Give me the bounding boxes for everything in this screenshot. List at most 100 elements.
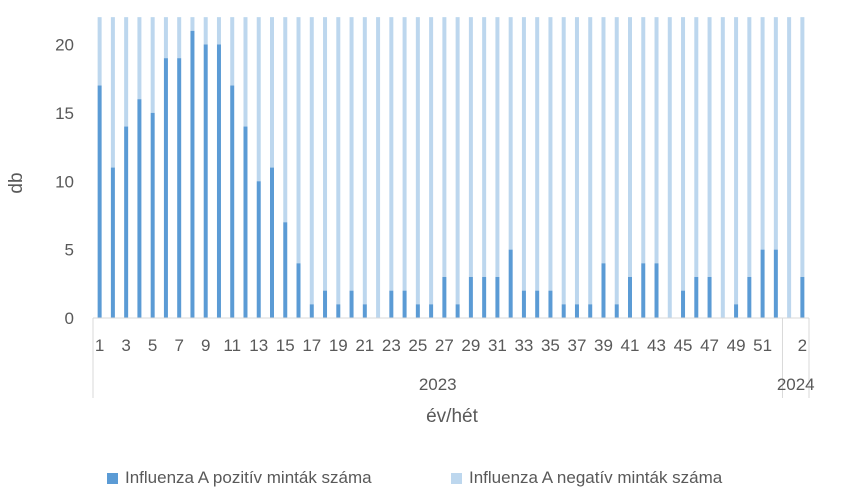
bar-positive xyxy=(415,304,420,318)
bar-negative xyxy=(800,17,805,277)
bar-negative xyxy=(588,17,593,305)
y-tick-label: 20 xyxy=(55,36,74,55)
bar-positive xyxy=(203,44,208,318)
bar-negative xyxy=(747,17,752,277)
bar-negative xyxy=(694,17,699,277)
bar-positive xyxy=(402,290,407,318)
bar-negative xyxy=(243,17,248,127)
y-tick-label: 10 xyxy=(55,172,74,191)
x-tick-label: 51 xyxy=(753,336,772,355)
bar-negative xyxy=(177,17,182,59)
bar-positive xyxy=(574,304,579,318)
x-tick-label: 15 xyxy=(276,336,295,355)
bar-positive xyxy=(150,112,155,318)
bar-positive xyxy=(521,290,526,318)
x-tick-label: 31 xyxy=(488,336,507,355)
bar-positive xyxy=(177,58,182,319)
bar-negative xyxy=(535,17,540,291)
legend-item-negative: Influenza A negatív minták száma xyxy=(451,468,722,488)
bar-positive xyxy=(323,290,328,318)
bar-negative xyxy=(601,17,606,264)
bar-positive xyxy=(561,304,566,318)
bar-negative xyxy=(667,17,672,319)
bar-positive xyxy=(707,276,712,318)
x-tick-label: 13 xyxy=(249,336,268,355)
x-tick-label: 19 xyxy=(329,336,348,355)
bar-positive xyxy=(614,304,619,318)
bar-negative xyxy=(190,17,195,31)
legend-label-positive: Influenza A pozitív minták száma xyxy=(125,468,372,487)
bar-positive xyxy=(548,290,553,318)
y-axis-title: db xyxy=(6,172,27,193)
bar-positive xyxy=(800,276,805,318)
bar-negative xyxy=(296,17,301,264)
x-axis-title: év/hét xyxy=(426,406,478,427)
x-tick-label: 1 xyxy=(95,336,104,355)
bars-group xyxy=(97,17,805,319)
x-tick-label: 27 xyxy=(435,336,454,355)
x-tick-label: 21 xyxy=(355,336,374,355)
x-tick-label: 23 xyxy=(382,336,401,355)
bar-negative xyxy=(707,17,712,277)
x-tick-label: 17 xyxy=(302,336,321,355)
bar-negative xyxy=(734,17,739,305)
legend-swatch-positive xyxy=(107,472,118,484)
bar-positive xyxy=(309,304,314,318)
bar-positive xyxy=(773,249,778,318)
x-tick-label: 35 xyxy=(541,336,560,355)
x-tick-label: 25 xyxy=(408,336,427,355)
bar-negative xyxy=(681,17,686,291)
y-tick-label: 15 xyxy=(55,104,74,123)
bar-negative xyxy=(760,17,765,250)
bar-negative xyxy=(283,17,288,223)
bar-positive xyxy=(760,249,765,318)
x-tick-label: 45 xyxy=(674,336,693,355)
bar-negative xyxy=(415,17,420,305)
bar-positive xyxy=(455,304,460,318)
x-tick-label: 41 xyxy=(621,336,640,355)
legend-label-negative: Influenza A negatív minták száma xyxy=(469,468,723,487)
legend-item-positive: Influenza A pozitív minták száma xyxy=(107,468,372,488)
bar-positive xyxy=(190,30,195,318)
bar-negative xyxy=(429,17,434,305)
x-tick-label: 47 xyxy=(700,336,719,355)
bar-positive xyxy=(641,263,646,318)
x-tick-label: 7 xyxy=(174,336,183,355)
bar-positive xyxy=(442,276,447,318)
bar-negative xyxy=(548,17,553,291)
legend-swatch-negative xyxy=(451,472,462,484)
x-tick-label: 43 xyxy=(647,336,666,355)
bar-positive xyxy=(283,222,288,318)
bar-positive xyxy=(137,99,142,318)
year-label: 2024 xyxy=(777,375,815,394)
bar-negative xyxy=(482,17,487,277)
x-tick-label: 5 xyxy=(148,336,157,355)
bar-negative xyxy=(349,17,354,291)
bar-positive xyxy=(124,126,129,318)
x-tick-label: 49 xyxy=(727,336,746,355)
bar-negative xyxy=(216,17,221,45)
bar-positive xyxy=(495,276,500,318)
bar-negative xyxy=(150,17,155,113)
bar-negative xyxy=(124,17,129,127)
bar-positive xyxy=(256,181,261,318)
bar-positive xyxy=(681,290,686,318)
y-tick-label: 0 xyxy=(65,309,74,328)
bar-negative xyxy=(309,17,314,305)
y-tick-label: 5 xyxy=(65,241,74,260)
bar-negative xyxy=(203,17,208,45)
y-axis-ticks: 0 5 10 15 20 xyxy=(55,36,74,329)
bar-negative xyxy=(628,17,632,277)
bar-negative xyxy=(230,17,235,86)
bar-positive xyxy=(336,304,341,318)
bar-negative xyxy=(376,17,381,319)
x-tick-label: 3 xyxy=(121,336,130,355)
bar-negative xyxy=(389,17,394,291)
bar-positive xyxy=(243,126,248,318)
bar-negative xyxy=(773,17,778,250)
bar-negative xyxy=(402,17,407,291)
bar-negative xyxy=(163,17,168,59)
bar-positive xyxy=(654,263,659,318)
bar-positive xyxy=(270,167,274,318)
